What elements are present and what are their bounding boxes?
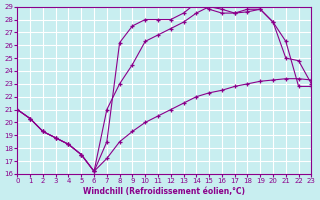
X-axis label: Windchill (Refroidissement éolien,°C): Windchill (Refroidissement éolien,°C) bbox=[84, 187, 245, 196]
